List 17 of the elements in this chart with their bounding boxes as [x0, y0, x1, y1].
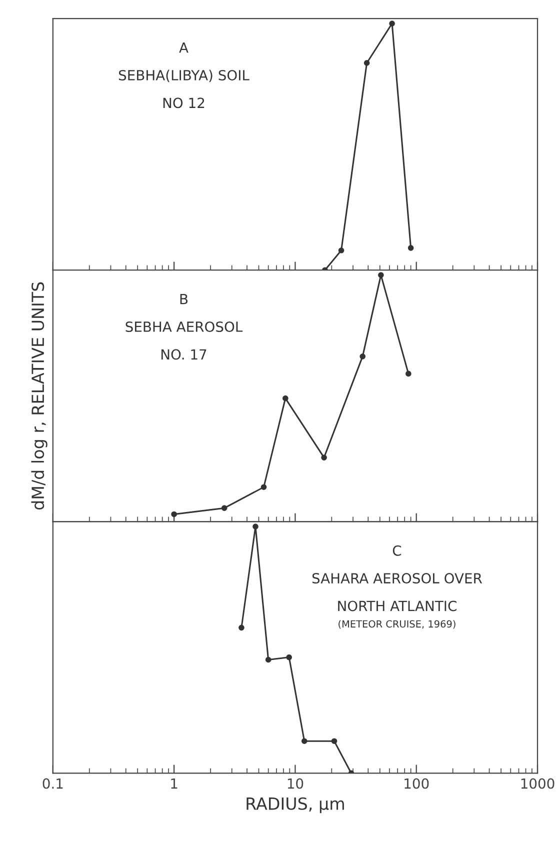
annotation: NORTH ATLANTIC [338, 600, 456, 612]
x-tick-label: 1 [171, 778, 178, 789]
annotation: SEBHA(LIBYA) SOIL [118, 70, 250, 82]
x-tick-label: 10 [288, 778, 304, 789]
x-tick-label: 0.1 [42, 778, 63, 789]
annotation: NO 12 [163, 98, 204, 108]
x-axis-title: RADIUS, µm [246, 797, 344, 814]
x-tick-label: 100 [404, 778, 429, 789]
annotation: SAHARA AEROSOL OVER [312, 573, 482, 584]
y-axis-title: dM/d log r, RELATIVE UNITS [31, 282, 48, 510]
annotation: B [180, 294, 188, 304]
annotation: NO. 17 [161, 349, 206, 360]
x-tick-label: 1000 [521, 778, 554, 789]
annotation: A [179, 42, 188, 53]
annotation: C [392, 545, 402, 556]
annotation: SEBHA AEROSOL [126, 321, 243, 332]
annotation: (METEOR CRUISE, 1969) [338, 620, 456, 629]
